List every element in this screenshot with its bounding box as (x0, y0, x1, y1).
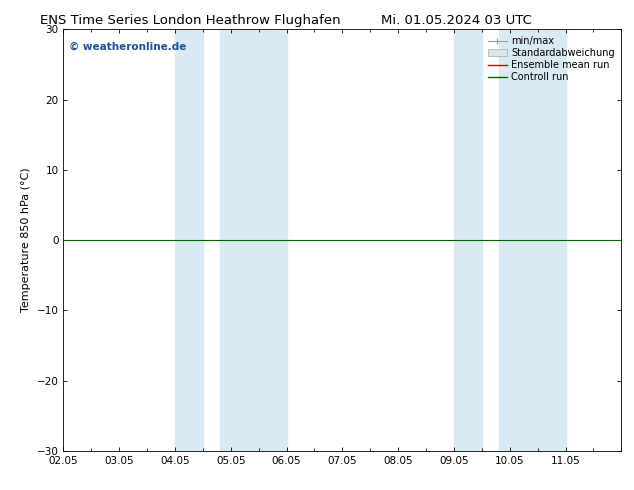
Text: © weatheronline.de: © weatheronline.de (69, 42, 186, 52)
Legend: min/max, Standardabweichung, Ensemble mean run, Controll run: min/max, Standardabweichung, Ensemble me… (484, 32, 618, 86)
Y-axis label: Temperature 850 hPa (°C): Temperature 850 hPa (°C) (21, 168, 31, 313)
Bar (454, 29, 482, 451)
Bar (498, 29, 566, 451)
Text: Mi. 01.05.2024 03 UTC: Mi. 01.05.2024 03 UTC (381, 14, 532, 27)
Bar (219, 29, 287, 451)
Bar (175, 29, 203, 451)
Text: ENS Time Series London Heathrow Flughafen: ENS Time Series London Heathrow Flughafe… (40, 14, 340, 27)
